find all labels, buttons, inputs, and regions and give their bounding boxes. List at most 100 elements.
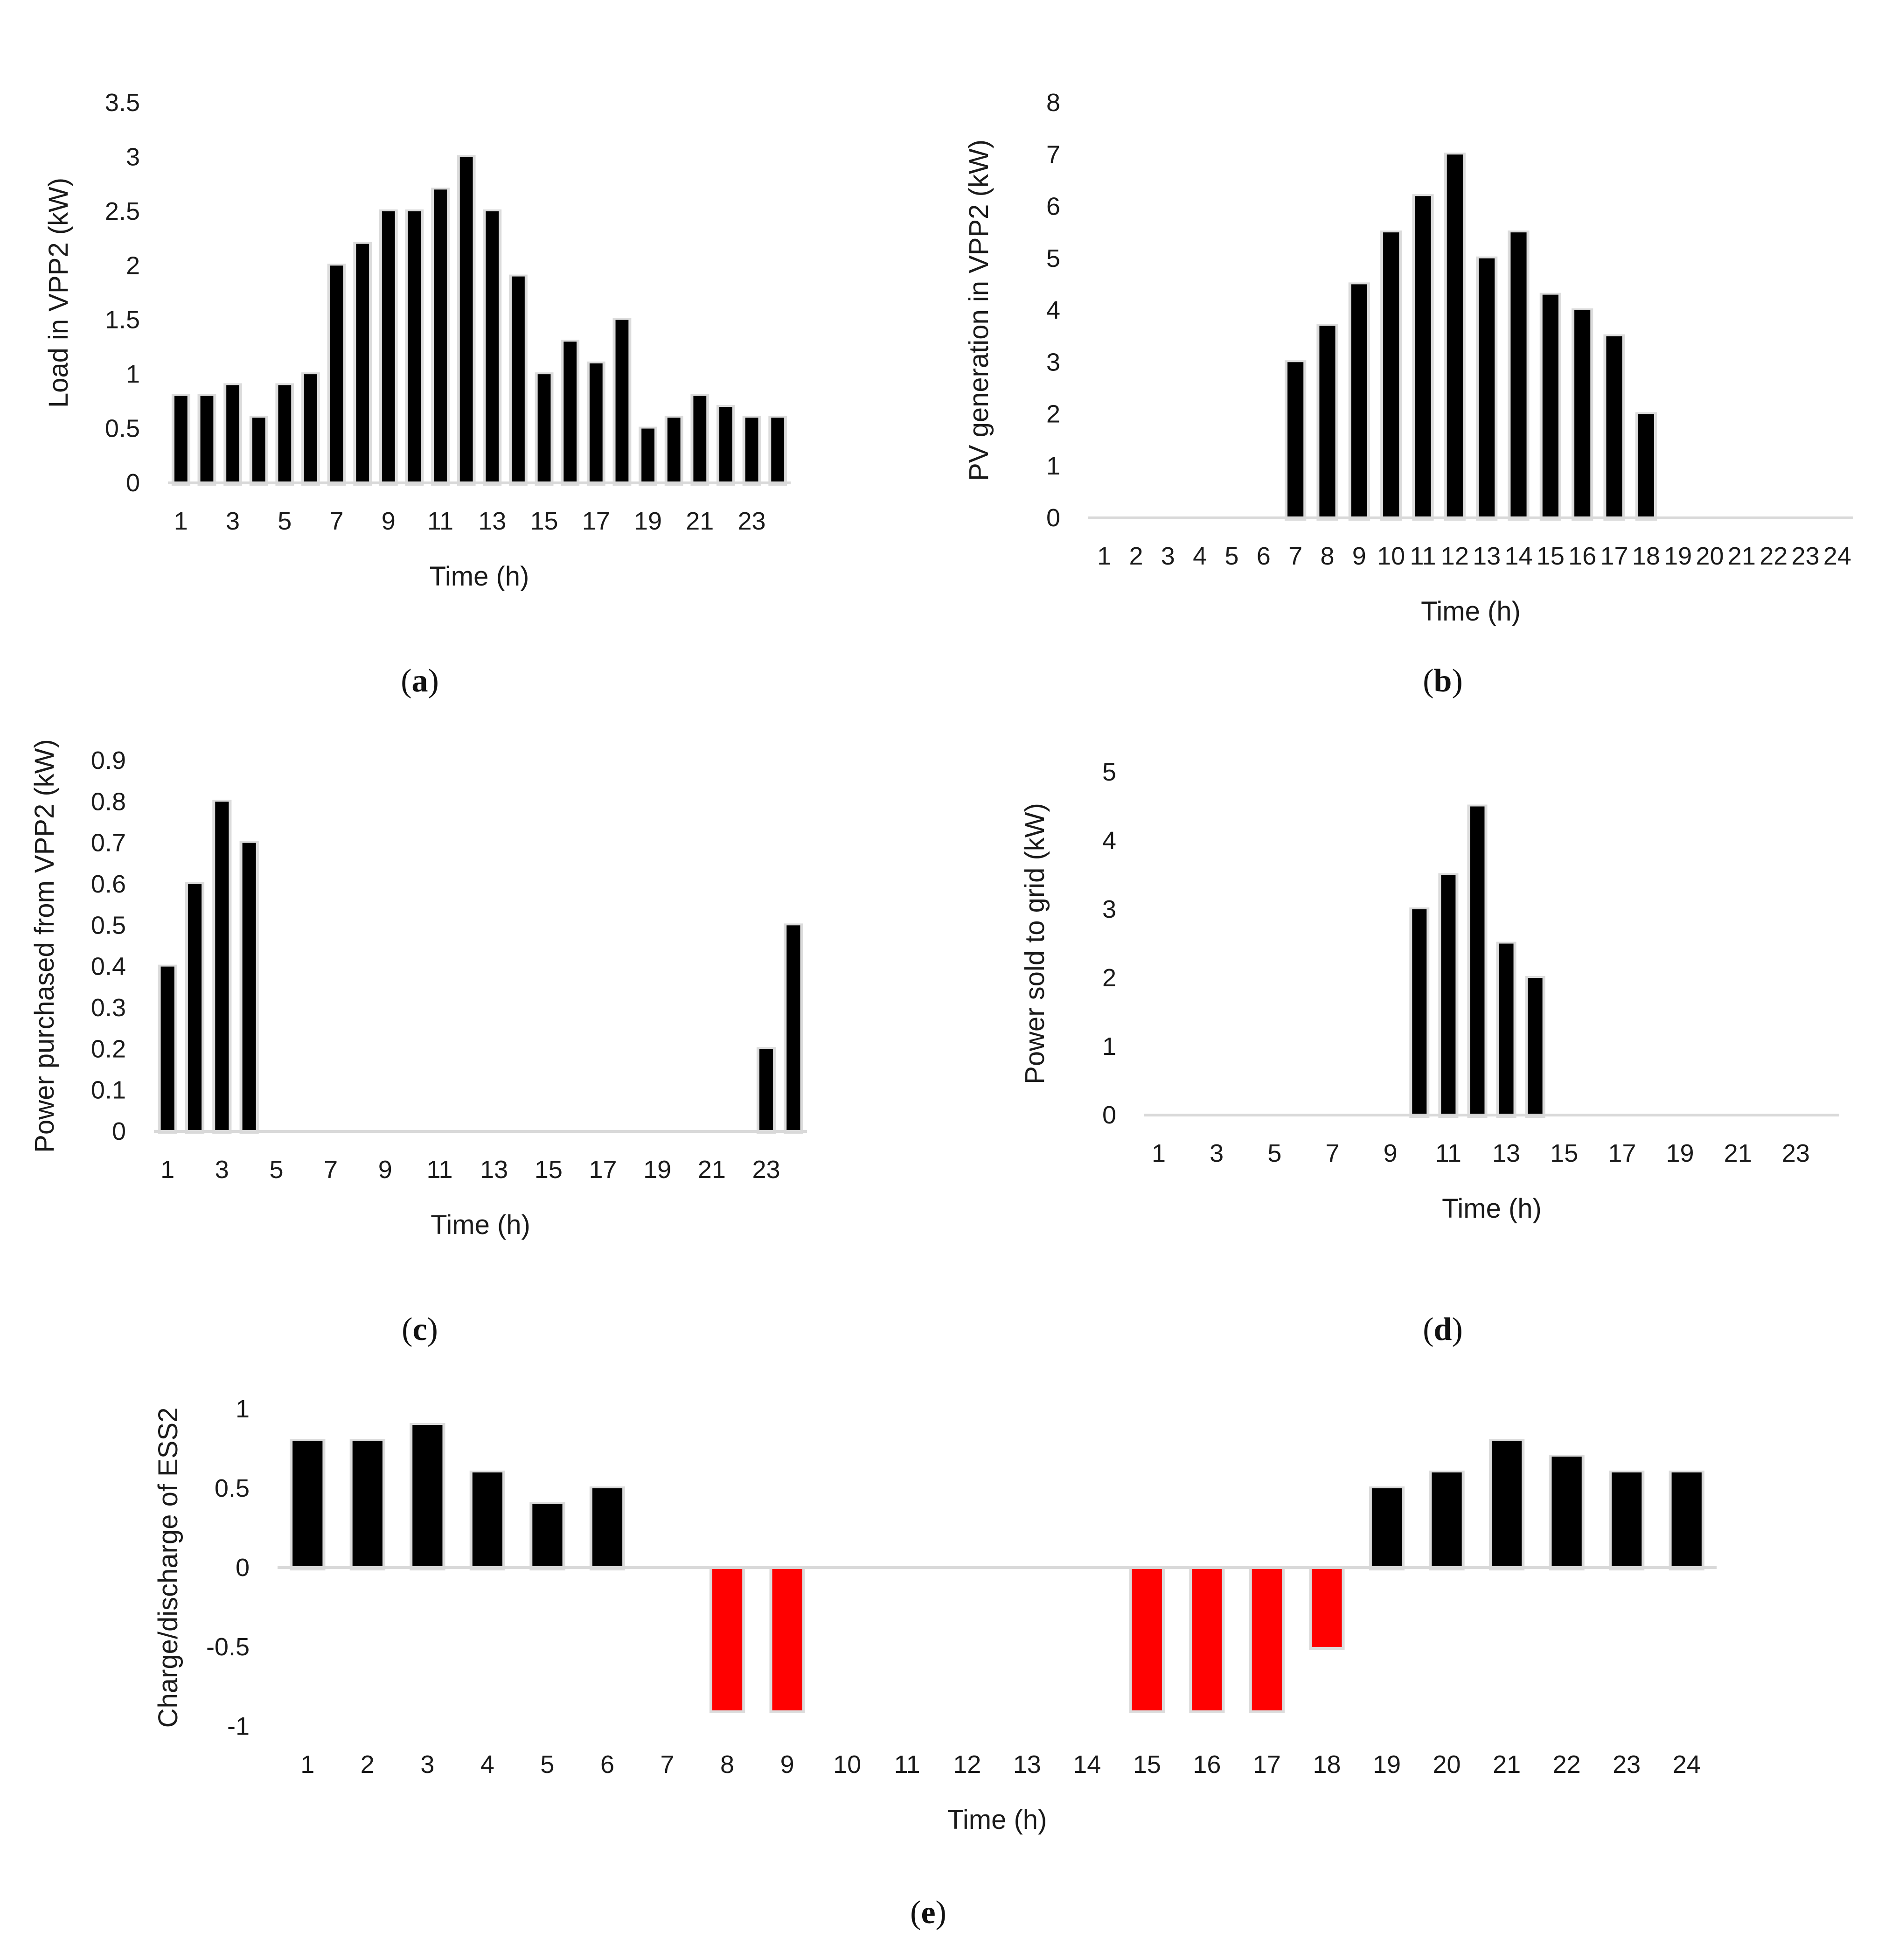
bar-d-10 xyxy=(1412,909,1427,1115)
xtick-label-e: 10 xyxy=(833,1751,861,1779)
bar-a-3 xyxy=(226,385,239,483)
bar-a-8 xyxy=(356,244,369,483)
chart-panel-b: 0 1 2 3 4 5 6 7 8 1 2 3 4 5 6 7 8 9 10 11 12 13 14 15 16 17 18 19 20… xyxy=(939,0,1878,718)
chart-e: -1-0.500.511 2 3 4 5 6 7 8 9 10 11 12 13 14 15 16 17 18 19… xyxy=(153,1395,1717,1835)
bar-a-4 xyxy=(252,418,265,483)
bar-d-12 xyxy=(1470,806,1485,1115)
bar-a-13 xyxy=(486,211,499,483)
y-axis-title-c: Power purchased from VPP2 (kW) xyxy=(29,739,60,1152)
xtick-label-d: 23 xyxy=(1782,1139,1810,1167)
xtick-label-a: 19 xyxy=(634,507,662,535)
ytick-label-c: 0.6 xyxy=(91,870,126,898)
caption-d-letter: d xyxy=(1433,1311,1452,1347)
ytick-label-e: 0.5 xyxy=(215,1474,250,1502)
x-axis-title-c: Time (h) xyxy=(431,1210,530,1240)
xtick-label-b: 22 xyxy=(1760,542,1788,570)
ytick-label-c: 0.5 xyxy=(91,911,126,939)
bar-b-16 xyxy=(1574,310,1591,518)
bar-e-17 xyxy=(1252,1568,1282,1710)
xtick-label-a: 15 xyxy=(530,507,558,535)
xtick-label-c: 19 xyxy=(643,1156,671,1184)
bar-a-21 xyxy=(693,396,707,483)
xtick-label-e: 13 xyxy=(1013,1751,1041,1779)
bar-a-19 xyxy=(641,428,654,483)
ytick-label-a: 3.5 xyxy=(105,89,140,117)
bar-e-15 xyxy=(1132,1568,1162,1710)
ytick-label-c: 0.9 xyxy=(91,746,126,774)
ytick-label-b: 0 xyxy=(1046,504,1060,532)
xtick-label-d: 7 xyxy=(1326,1139,1340,1167)
xtick-label-e: 2 xyxy=(361,1751,375,1779)
xtick-label-e: 20 xyxy=(1433,1751,1461,1779)
caption-d: (d) xyxy=(1423,1311,1463,1347)
bar-a-5 xyxy=(278,385,292,483)
bar-a-16 xyxy=(563,342,577,483)
xtick-label-b: 14 xyxy=(1504,542,1532,570)
bar-e-3 xyxy=(412,1425,443,1568)
xtick-label-e: 3 xyxy=(420,1751,434,1779)
ytick-label-c: 0.7 xyxy=(91,829,126,857)
bar-e-2 xyxy=(352,1441,383,1568)
xtick-label-d: 13 xyxy=(1492,1139,1520,1167)
ytick-label-c: 0 xyxy=(112,1117,126,1145)
xtick-label-b: 4 xyxy=(1193,542,1207,570)
xtick-label-d: 9 xyxy=(1384,1139,1398,1167)
xtick-label-b: 7 xyxy=(1288,542,1302,570)
xtick-label-b: 2 xyxy=(1129,542,1143,570)
xtick-label-b: 21 xyxy=(1728,542,1756,570)
bar-a-14 xyxy=(512,276,525,483)
xtick-label-c: 3 xyxy=(215,1156,229,1184)
chart-panel-c: 0 0.1 0.2 0.3 0.4 0.5 0.6 0.7 0.8 0.9 1 3 5 7 9 11 13 15 1… xyxy=(0,718,939,1381)
bar-e-16 xyxy=(1192,1568,1222,1710)
xtick-label-a: 3 xyxy=(226,507,240,535)
xtick-label-e: 18 xyxy=(1313,1751,1341,1779)
ytick-label-b: 5 xyxy=(1046,244,1060,272)
xtick-label-e: 5 xyxy=(540,1751,554,1779)
xtick-label-e: 19 xyxy=(1373,1751,1401,1779)
bar-a-10 xyxy=(408,211,421,483)
bar-d-14 xyxy=(1528,978,1543,1115)
ytick-label-d: 1 xyxy=(1102,1032,1116,1060)
xtick-label-e: 24 xyxy=(1673,1751,1701,1779)
x-axis-title-b: Time (h) xyxy=(1421,596,1521,627)
ytick-label-d: 0 xyxy=(1102,1101,1116,1129)
xtick-label-b: 1 xyxy=(1097,542,1111,570)
bar-e-20 xyxy=(1432,1472,1462,1568)
xtick-label-e: 7 xyxy=(660,1751,674,1779)
caption-e-letter: e xyxy=(921,1895,936,1931)
chart-panel-d: 0 1 2 3 4 5 1 3 5 7 9 11 13 15 17 19 21 23 Time (h) Power s… xyxy=(939,718,1878,1381)
ytick-label-b: 8 xyxy=(1046,89,1060,117)
bar-b-15 xyxy=(1542,294,1558,518)
xtick-label-b: 16 xyxy=(1568,542,1596,570)
xtick-label-a: 9 xyxy=(382,507,396,535)
caption-c-letter: c xyxy=(412,1311,427,1347)
bar-e-6 xyxy=(592,1488,623,1568)
bar-b-13 xyxy=(1479,258,1495,518)
xtick-label-a: 21 xyxy=(686,507,714,535)
xtick-label-a: 11 xyxy=(427,507,453,535)
caption-a: (a) xyxy=(401,663,439,699)
bar-b-12 xyxy=(1447,154,1463,518)
xtick-label-e: 23 xyxy=(1613,1751,1641,1779)
bar-b-18 xyxy=(1638,414,1654,518)
xtick-label-a: 5 xyxy=(278,507,292,535)
xtick-label-b: 8 xyxy=(1320,542,1334,570)
xtick-label-c: 21 xyxy=(698,1156,726,1184)
ytick-label-e: 0 xyxy=(236,1554,250,1582)
xtick-label-b: 15 xyxy=(1537,542,1565,570)
xtick-label-a: 7 xyxy=(330,507,344,535)
ytick-label-e: -0.5 xyxy=(206,1633,250,1661)
ytick-label-b: 3 xyxy=(1046,348,1060,376)
bar-b-14 xyxy=(1510,232,1527,518)
bar-c-23 xyxy=(759,1049,773,1131)
xtick-label-e: 11 xyxy=(894,1751,920,1779)
ytick-label-c: 0.3 xyxy=(91,994,126,1022)
bar-c-24 xyxy=(786,925,800,1131)
bar-a-15 xyxy=(537,374,551,483)
ytick-label-c: 0.1 xyxy=(91,1076,126,1104)
ytick-label-e: -1 xyxy=(227,1712,250,1740)
ytick-label-b: 2 xyxy=(1046,400,1060,428)
bar-b-10 xyxy=(1383,232,1399,518)
bar-e-8 xyxy=(712,1568,743,1710)
